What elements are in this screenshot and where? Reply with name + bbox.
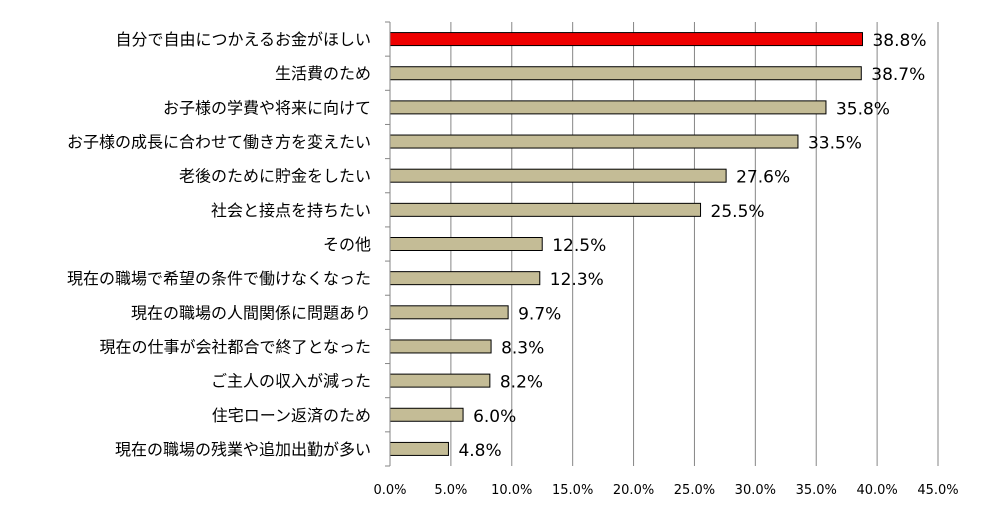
value-labels: 38.8% 38.7% 35.8% 33.5% 27.6% 25.5% 12.5% 12.3%… xyxy=(458,31,926,461)
x-tick-label: 0.0% xyxy=(373,483,406,498)
data-label: 38.7% xyxy=(871,65,925,85)
data-label: 27.6% xyxy=(736,168,790,188)
data-label: 12.5% xyxy=(552,236,606,256)
category-label: お子様の学費や将来に向けて xyxy=(163,98,371,117)
data-label: 25.5% xyxy=(711,202,765,222)
category-label: 現在の職場の残業や追加出勤が多い xyxy=(115,440,371,459)
data-label: 12.3% xyxy=(550,270,604,290)
category-label: 自分で自由につかえるお金がほしい xyxy=(115,30,371,49)
data-label: 33.5% xyxy=(808,134,862,154)
category-label: 現在の職場で希望の条件で働けなくなった xyxy=(67,269,371,288)
bar xyxy=(389,202,702,217)
category-label: 老後のために貯金をしたい xyxy=(179,167,371,186)
bar xyxy=(389,441,449,456)
data-label: 9.7% xyxy=(518,304,561,324)
bar xyxy=(389,271,541,286)
category-label: 現在の職場の人間関係に問題あり xyxy=(131,303,371,322)
category-labels: 自分で自由につかえるお金がほしい生活費のためお子様の学費や将来に向けてお子様の成… xyxy=(67,30,371,459)
data-label: 8.2% xyxy=(500,373,543,393)
x-tick-label: 35.0% xyxy=(796,483,837,498)
bars xyxy=(389,32,863,456)
x-tick-label: 25.0% xyxy=(674,483,715,498)
bar xyxy=(389,168,727,183)
x-tick-label: 15.0% xyxy=(552,483,593,498)
bar xyxy=(389,407,464,422)
category-label: 現在の仕事が会社都合で終了となった xyxy=(99,337,371,356)
x-tick-label: 45.0% xyxy=(917,483,958,498)
category-label: その他 xyxy=(323,235,371,254)
bar xyxy=(389,100,827,115)
category-label: 生活費のため xyxy=(275,64,371,83)
data-label: 38.8% xyxy=(872,31,926,51)
category-label: ご主人の収入が減った xyxy=(211,372,371,391)
bar xyxy=(389,66,862,81)
data-label: 6.0% xyxy=(473,407,516,427)
data-label: 35.8% xyxy=(836,99,890,119)
data-label: 8.3% xyxy=(501,338,544,358)
bar xyxy=(389,373,491,388)
bar xyxy=(389,339,492,354)
category-label: 住宅ローン返済のため xyxy=(212,406,371,425)
category-label: お子様の成長に合わせて働き方を変えたい xyxy=(67,133,371,152)
bar xyxy=(389,237,543,251)
bar xyxy=(389,134,799,149)
bar xyxy=(389,32,863,47)
data-label: 4.8% xyxy=(458,441,501,461)
x-tick-label: 30.0% xyxy=(735,483,776,498)
x-tick-label: 10.0% xyxy=(491,483,532,498)
x-axis-tick-labels: 0.0% 5.0% 10.0% 15.0% 20.0% 25.0% 30.0% 35.0% 40… xyxy=(373,483,958,498)
grid-lines xyxy=(385,21,939,467)
bar xyxy=(389,305,509,320)
category-label: 社会と接点を持ちたい xyxy=(211,201,371,220)
x-tick-label: 40.0% xyxy=(856,483,897,498)
x-tick-label: 20.0% xyxy=(613,483,654,498)
x-tick-label: 5.0% xyxy=(434,483,467,498)
